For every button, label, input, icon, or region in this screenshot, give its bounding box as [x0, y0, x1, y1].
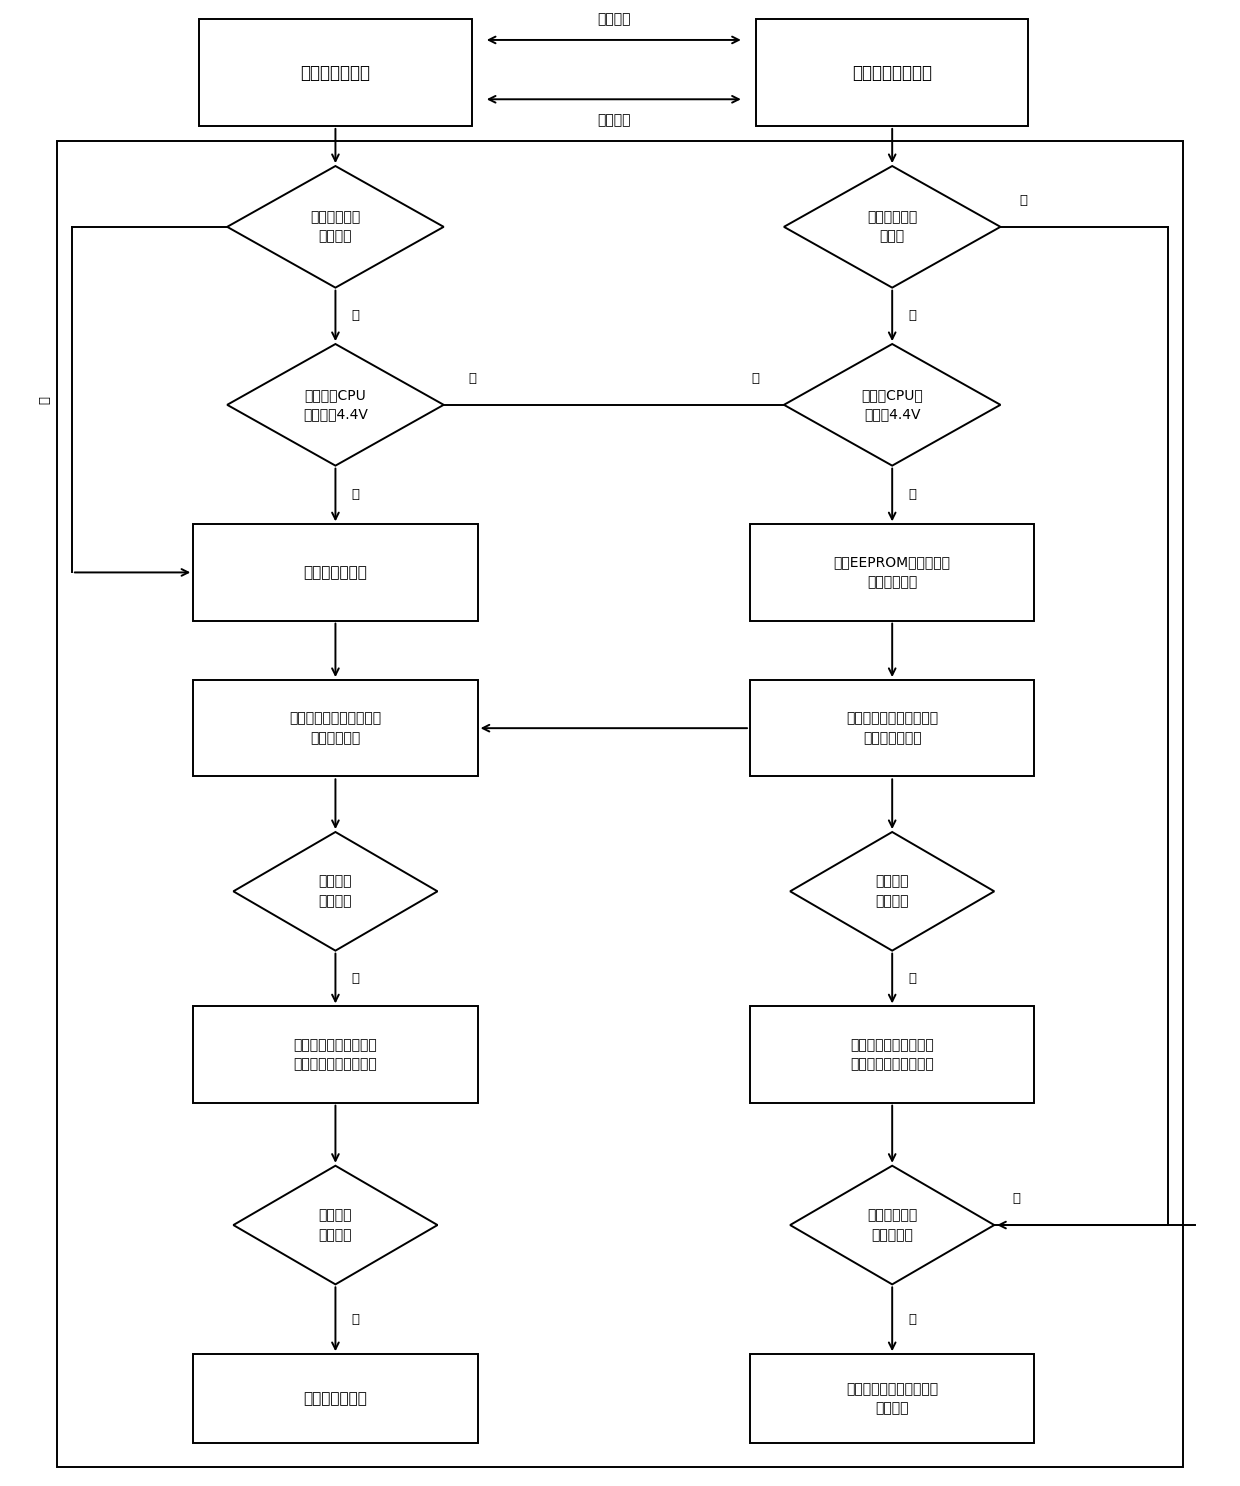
- Text: 将非当班机切换为当班
机，原当班机上电复位: 将非当班机切换为当班 机，原当班机上电复位: [851, 1037, 934, 1071]
- Text: 当班机连续四
次狗咬: 当班机连续四 次狗咬: [867, 210, 918, 244]
- Text: 是: 是: [38, 395, 51, 404]
- Text: 将该指令内容发送给备
机，并将备机输出使能: 将该指令内容发送给备 机，并将备机输出使能: [294, 1037, 377, 1071]
- Text: 否: 否: [351, 309, 360, 322]
- Polygon shape: [756, 19, 1028, 126]
- Polygon shape: [227, 166, 444, 288]
- Polygon shape: [750, 525, 1034, 621]
- Text: 否: 否: [469, 372, 476, 385]
- Text: 按照自身程序或遥控指令
执行配电操作: 按照自身程序或遥控指令 执行配电操作: [289, 712, 382, 744]
- Text: 当班机CPU供
电低于4.4V: 当班机CPU供 电低于4.4V: [862, 388, 923, 422]
- Polygon shape: [193, 1006, 477, 1103]
- Text: 读取EEPROM中保存的当
班机最新状态: 读取EEPROM中保存的当 班机最新状态: [833, 556, 951, 588]
- Text: 当班机（主机）: 当班机（主机）: [300, 64, 371, 82]
- Text: 将备机输出禁止: 将备机输出禁止: [304, 1391, 367, 1406]
- Polygon shape: [750, 1006, 1034, 1103]
- Text: 否: 否: [908, 972, 916, 985]
- Text: 工作状态: 工作状态: [598, 113, 631, 126]
- Text: 回采操作
结果正确: 回采操作 结果正确: [875, 875, 909, 908]
- Polygon shape: [784, 166, 1001, 288]
- Text: 收到当班机补
发指令请求: 收到当班机补 发指令请求: [867, 1208, 918, 1242]
- Text: 按照预设流程，执行后续
操作并回采状态: 按照预设流程，执行后续 操作并回采状态: [846, 712, 939, 744]
- Text: 非当班机（备机）: 非当班机（备机）: [852, 64, 932, 82]
- Text: 是: 是: [908, 489, 916, 501]
- Polygon shape: [790, 832, 994, 951]
- Polygon shape: [233, 1165, 438, 1284]
- Polygon shape: [750, 1354, 1034, 1443]
- Text: 否: 否: [351, 972, 360, 985]
- Polygon shape: [750, 681, 1034, 776]
- Polygon shape: [200, 19, 471, 126]
- Polygon shape: [193, 681, 477, 776]
- Text: 非当班机CPU
供电低于4.4V: 非当班机CPU 供电低于4.4V: [303, 388, 368, 422]
- Text: 将非当班机断电: 将非当班机断电: [304, 565, 367, 580]
- Text: 回采操作
结果正确: 回采操作 结果正确: [319, 1208, 352, 1242]
- Polygon shape: [784, 345, 1001, 465]
- Text: 否: 否: [751, 372, 759, 385]
- Text: 是: 是: [351, 489, 360, 501]
- Polygon shape: [227, 345, 444, 465]
- Polygon shape: [233, 832, 438, 951]
- Text: 是: 是: [908, 1312, 916, 1326]
- Text: 否: 否: [908, 309, 916, 322]
- Text: 否: 否: [351, 1312, 360, 1326]
- Text: 否: 否: [1013, 1192, 1021, 1205]
- Text: 非当班机连续
四次狗咬: 非当班机连续 四次狗咬: [310, 210, 361, 244]
- Text: 回采操作
结果正确: 回采操作 结果正确: [319, 875, 352, 908]
- Text: 根据当班机发送的指令，
执行操作: 根据当班机发送的指令， 执行操作: [846, 1382, 939, 1415]
- Polygon shape: [193, 1354, 477, 1443]
- Polygon shape: [790, 1165, 994, 1284]
- Polygon shape: [193, 525, 477, 621]
- Text: 是: 是: [1019, 193, 1027, 207]
- Text: 健康状态: 健康状态: [598, 12, 631, 27]
